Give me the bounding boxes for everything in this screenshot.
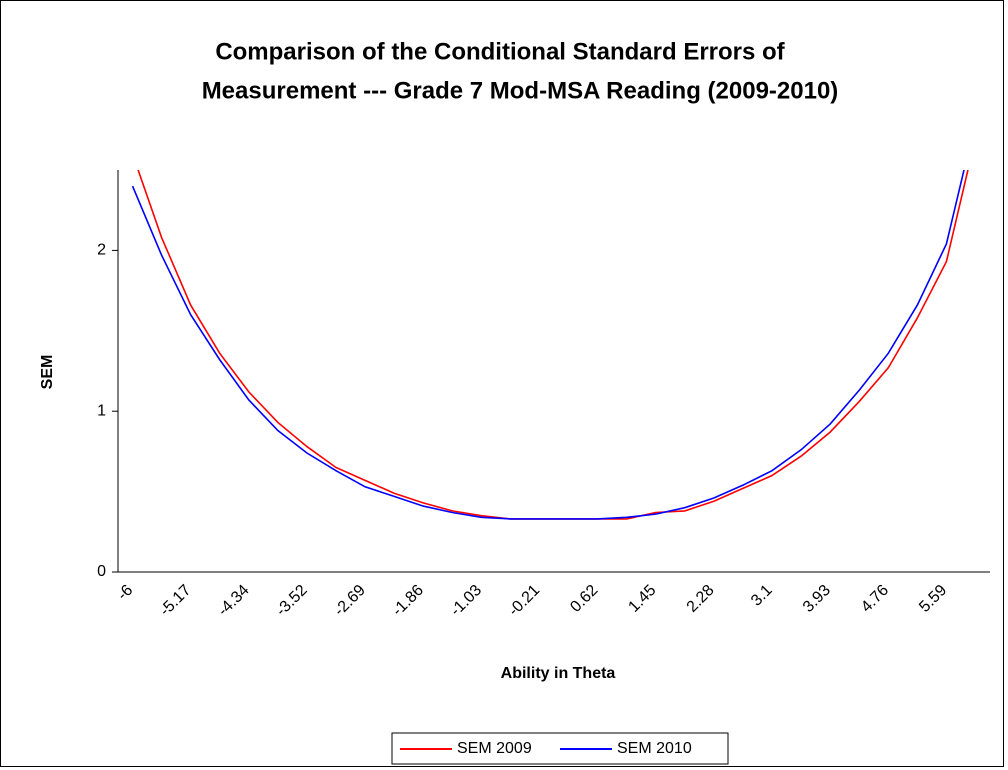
- y-tick-label: 0: [97, 563, 106, 580]
- chart-title: Measurement --- Grade 7 Mod-MSA Reading …: [202, 77, 839, 104]
- x-axis-title: Ability in Theta: [501, 665, 616, 682]
- legend-label: SEM 2009: [457, 740, 532, 757]
- legend-label: SEM 2010: [617, 740, 692, 757]
- chart-title: Comparison of the Conditional Standard E…: [215, 38, 785, 65]
- y-tick-label: 1: [97, 402, 106, 419]
- y-axis-title: SEM: [39, 355, 56, 390]
- series-line: [131, 170, 965, 520]
- y-tick-label: 2: [97, 242, 106, 259]
- plot-area: [131, 170, 969, 520]
